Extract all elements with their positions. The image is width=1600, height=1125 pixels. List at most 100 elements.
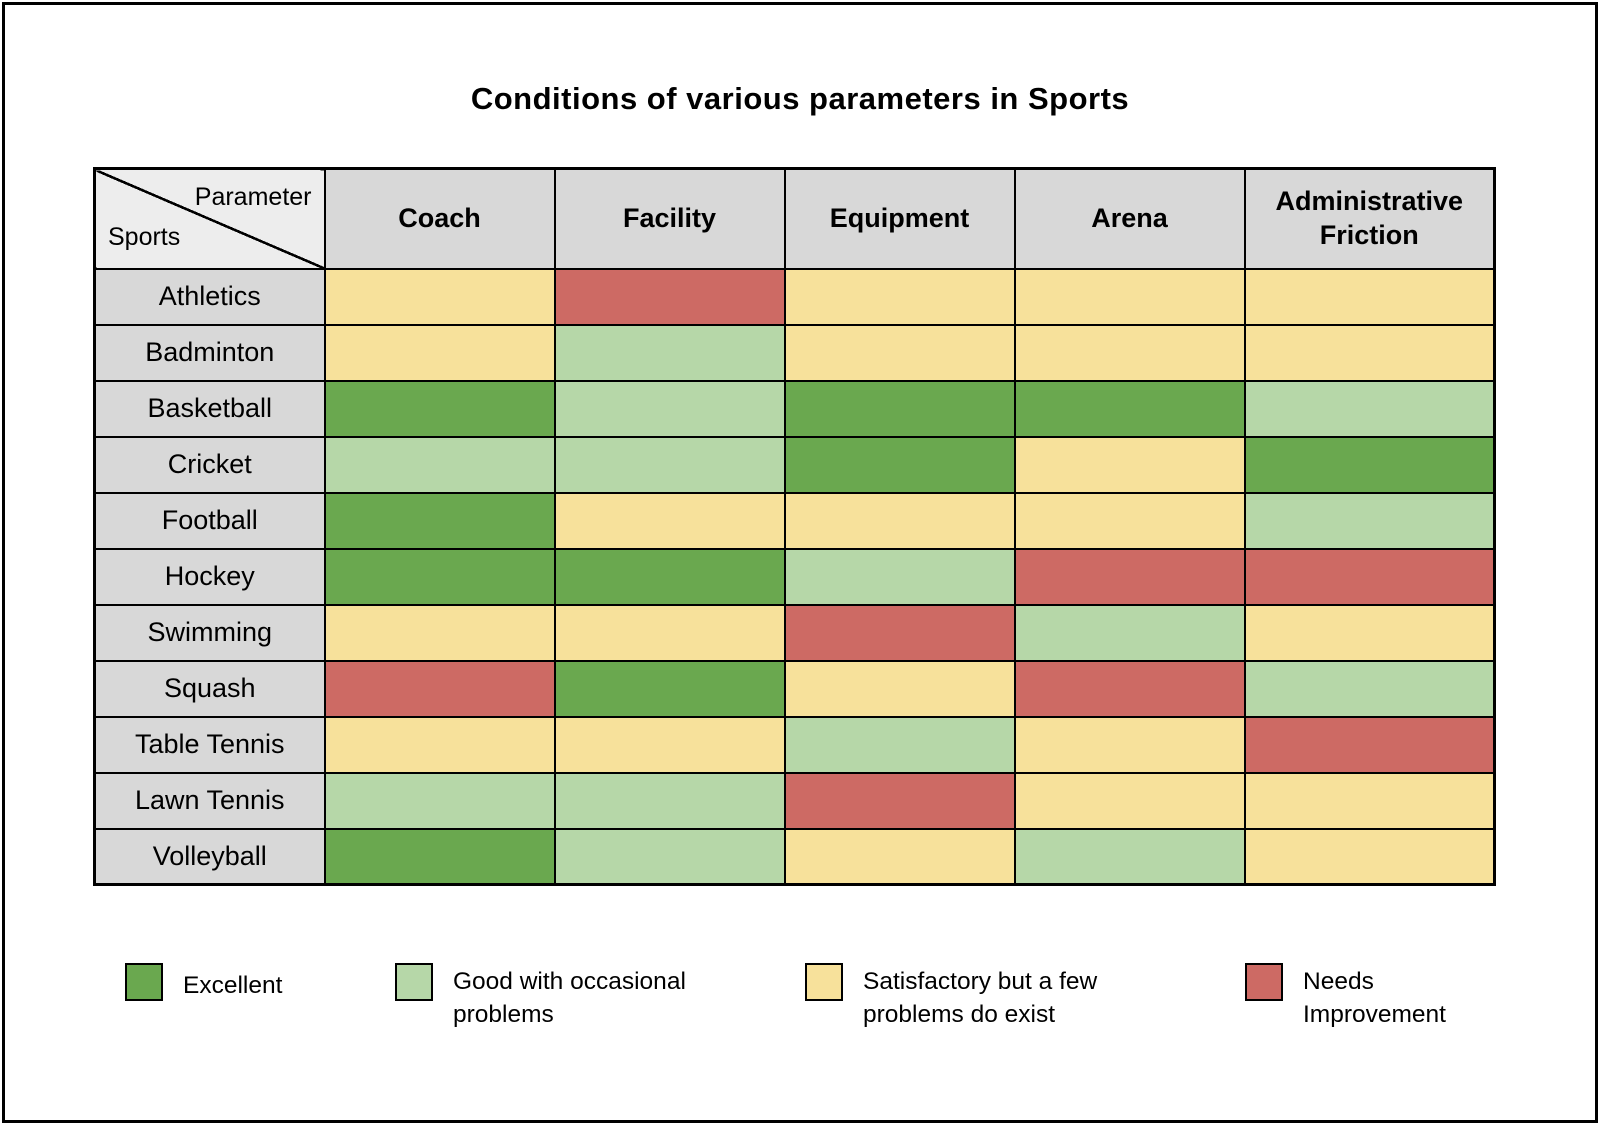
rating-cell-good bbox=[1013, 827, 1246, 886]
sport-label: Cricket bbox=[93, 435, 326, 494]
rating-cell-needs-improvement bbox=[323, 659, 556, 718]
column-header-facility: Facility bbox=[553, 167, 786, 270]
rating-cell-good bbox=[553, 323, 786, 382]
rating-cell-satisfactory bbox=[1013, 491, 1246, 550]
rating-cell-satisfactory bbox=[1243, 267, 1496, 326]
sports-parameters-table: Parameter Sports Coach Facility Equipmen… bbox=[93, 167, 1496, 886]
rating-cell-excellent bbox=[783, 379, 1016, 438]
column-header-arena: Arena bbox=[1013, 167, 1246, 270]
rating-cell-satisfactory bbox=[783, 267, 1016, 326]
sport-label: Lawn Tennis bbox=[93, 771, 326, 830]
rating-cell-good bbox=[323, 435, 556, 494]
rating-cell-needs-improvement bbox=[1013, 547, 1246, 606]
rating-cell-satisfactory bbox=[783, 659, 1016, 718]
rating-cell-good bbox=[323, 771, 556, 830]
sport-label: Table Tennis bbox=[93, 715, 326, 774]
rating-cell-needs-improvement bbox=[1243, 715, 1496, 774]
sport-row: Football bbox=[93, 491, 1496, 550]
sport-row: Lawn Tennis bbox=[93, 771, 1496, 830]
rating-cell-excellent bbox=[553, 547, 786, 606]
sport-label: Football bbox=[93, 491, 326, 550]
rating-cell-needs-improvement bbox=[783, 771, 1016, 830]
rating-cell-satisfactory bbox=[1243, 603, 1496, 662]
rating-cell-satisfactory bbox=[323, 323, 556, 382]
rating-cell-satisfactory bbox=[783, 491, 1016, 550]
rating-cell-satisfactory bbox=[783, 323, 1016, 382]
sport-row: Athletics bbox=[93, 267, 1496, 326]
legend-label: Good with occasional problems bbox=[453, 968, 686, 1029]
sport-label: Hockey bbox=[93, 547, 326, 606]
sport-label: Squash bbox=[93, 659, 326, 718]
sport-row: Hockey bbox=[93, 547, 1496, 606]
rating-cell-satisfactory bbox=[1013, 435, 1246, 494]
sport-row: Table Tennis bbox=[93, 715, 1496, 774]
rating-cell-satisfactory bbox=[553, 491, 786, 550]
legend-label: Needs Improvement bbox=[1303, 968, 1446, 1029]
rating-cell-satisfactory bbox=[1013, 323, 1246, 382]
rating-cell-good bbox=[553, 435, 786, 494]
rating-cell-good bbox=[783, 715, 1016, 774]
sport-row: Volleyball bbox=[93, 827, 1496, 886]
rating-cell-satisfactory bbox=[323, 603, 556, 662]
rating-cell-excellent bbox=[323, 547, 556, 606]
legend-label: Satisfactory but a few problems do exist bbox=[863, 968, 1098, 1029]
rating-cell-good bbox=[783, 547, 1016, 606]
rating-cell-excellent bbox=[323, 379, 556, 438]
legend-item-satisfactory: Satisfactory but a few problems do exist bbox=[805, 963, 1245, 1031]
rating-cell-needs-improvement bbox=[1243, 547, 1496, 606]
rating-cell-satisfactory bbox=[1243, 323, 1496, 382]
rating-cell-satisfactory bbox=[1243, 771, 1496, 830]
rating-cell-good bbox=[1013, 603, 1246, 662]
rating-cell-good bbox=[1243, 379, 1496, 438]
sport-label: Volleyball bbox=[93, 827, 326, 886]
rating-cell-satisfactory bbox=[553, 715, 786, 774]
rating-cell-excellent bbox=[553, 659, 786, 718]
rating-cell-good bbox=[553, 827, 786, 886]
corner-cell: Parameter Sports bbox=[93, 167, 326, 270]
sport-row: Squash bbox=[93, 659, 1496, 718]
rating-cell-satisfactory bbox=[323, 715, 556, 774]
rating-cell-satisfactory bbox=[553, 603, 786, 662]
corner-label-parameter: Parameter bbox=[194, 183, 312, 211]
rating-cell-satisfactory bbox=[323, 267, 556, 326]
legend: Excellent Good with occasional problems Sa… bbox=[125, 963, 1545, 1031]
legend-item-excellent: Excellent bbox=[125, 963, 395, 1002]
column-header-equipment: Equipment bbox=[783, 167, 1016, 270]
rating-cell-good bbox=[1243, 659, 1496, 718]
rating-cell-satisfactory bbox=[1243, 827, 1496, 886]
rating-cell-excellent bbox=[323, 491, 556, 550]
rating-cell-satisfactory bbox=[1013, 715, 1246, 774]
column-header-administrative-friction: Administrative Friction bbox=[1243, 167, 1496, 270]
sport-row: Cricket bbox=[93, 435, 1496, 494]
sport-row: Swimming bbox=[93, 603, 1496, 662]
legend-swatch-excellent bbox=[125, 963, 163, 1001]
header-row: Parameter Sports Coach Facility Equipmen… bbox=[93, 167, 1496, 270]
page-title: Conditions of various parameters in Spor… bbox=[470, 81, 1130, 116]
rating-cell-good bbox=[553, 379, 786, 438]
rating-cell-good bbox=[553, 771, 786, 830]
rating-cell-needs-improvement bbox=[783, 603, 1016, 662]
legend-label: Excellent bbox=[183, 972, 283, 999]
legend-item-good: Good with occasional problems bbox=[395, 963, 805, 1031]
rating-cell-satisfactory bbox=[1013, 267, 1246, 326]
legend-swatch-satisfactory bbox=[805, 963, 843, 1001]
sport-label: Badminton bbox=[93, 323, 326, 382]
corner-label-sports: Sports bbox=[108, 223, 181, 252]
rating-cell-excellent bbox=[1013, 379, 1246, 438]
rating-cell-excellent bbox=[783, 435, 1016, 494]
sport-row: Badminton bbox=[93, 323, 1496, 382]
rating-cell-satisfactory bbox=[783, 827, 1016, 886]
rating-cell-satisfactory bbox=[1013, 771, 1246, 830]
sport-label: Swimming bbox=[93, 603, 326, 662]
legend-swatch-needs-improvement bbox=[1245, 963, 1283, 1001]
column-header-coach: Coach bbox=[323, 167, 556, 270]
sport-label: Basketball bbox=[93, 379, 326, 438]
legend-swatch-good bbox=[395, 963, 433, 1001]
sport-label: Athletics bbox=[93, 267, 326, 326]
rating-cell-good bbox=[1243, 491, 1496, 550]
sport-row: Basketball bbox=[93, 379, 1496, 438]
legend-item-needs-improvement: Needs Improvement bbox=[1245, 963, 1493, 1031]
rating-cell-needs-improvement bbox=[1013, 659, 1246, 718]
rating-cell-needs-improvement bbox=[553, 267, 786, 326]
